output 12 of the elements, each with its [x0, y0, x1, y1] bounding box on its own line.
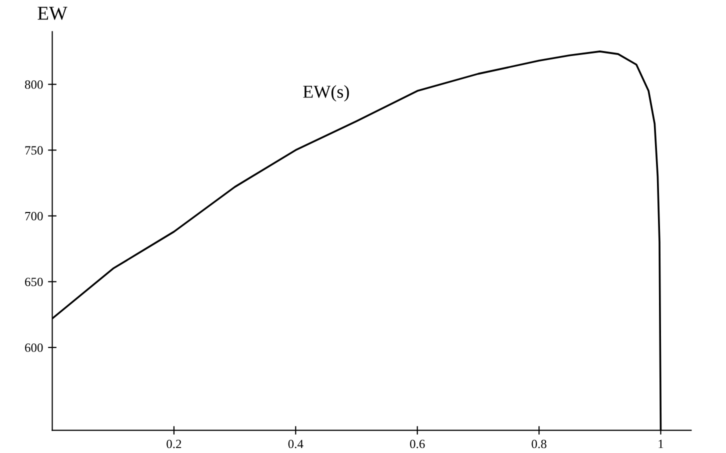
y-tick-label: 700	[25, 212, 43, 220]
x-tick-label: 1	[658, 440, 664, 448]
x-tick-label: 0.2	[166, 440, 182, 448]
x-tick-label: 0.4	[288, 440, 304, 448]
y-tick-label: 750	[25, 146, 43, 155]
y-tick-label: 600	[25, 343, 43, 352]
x-tick-label: 0.8	[532, 440, 546, 448]
y-tick-label: 800	[24, 80, 43, 89]
y-axis-title: EW	[38, 6, 68, 20]
x-tick-label: 0.6	[410, 440, 425, 448]
y-tick-label: 650	[25, 278, 43, 286]
series-label: EW(s)	[303, 85, 349, 102]
